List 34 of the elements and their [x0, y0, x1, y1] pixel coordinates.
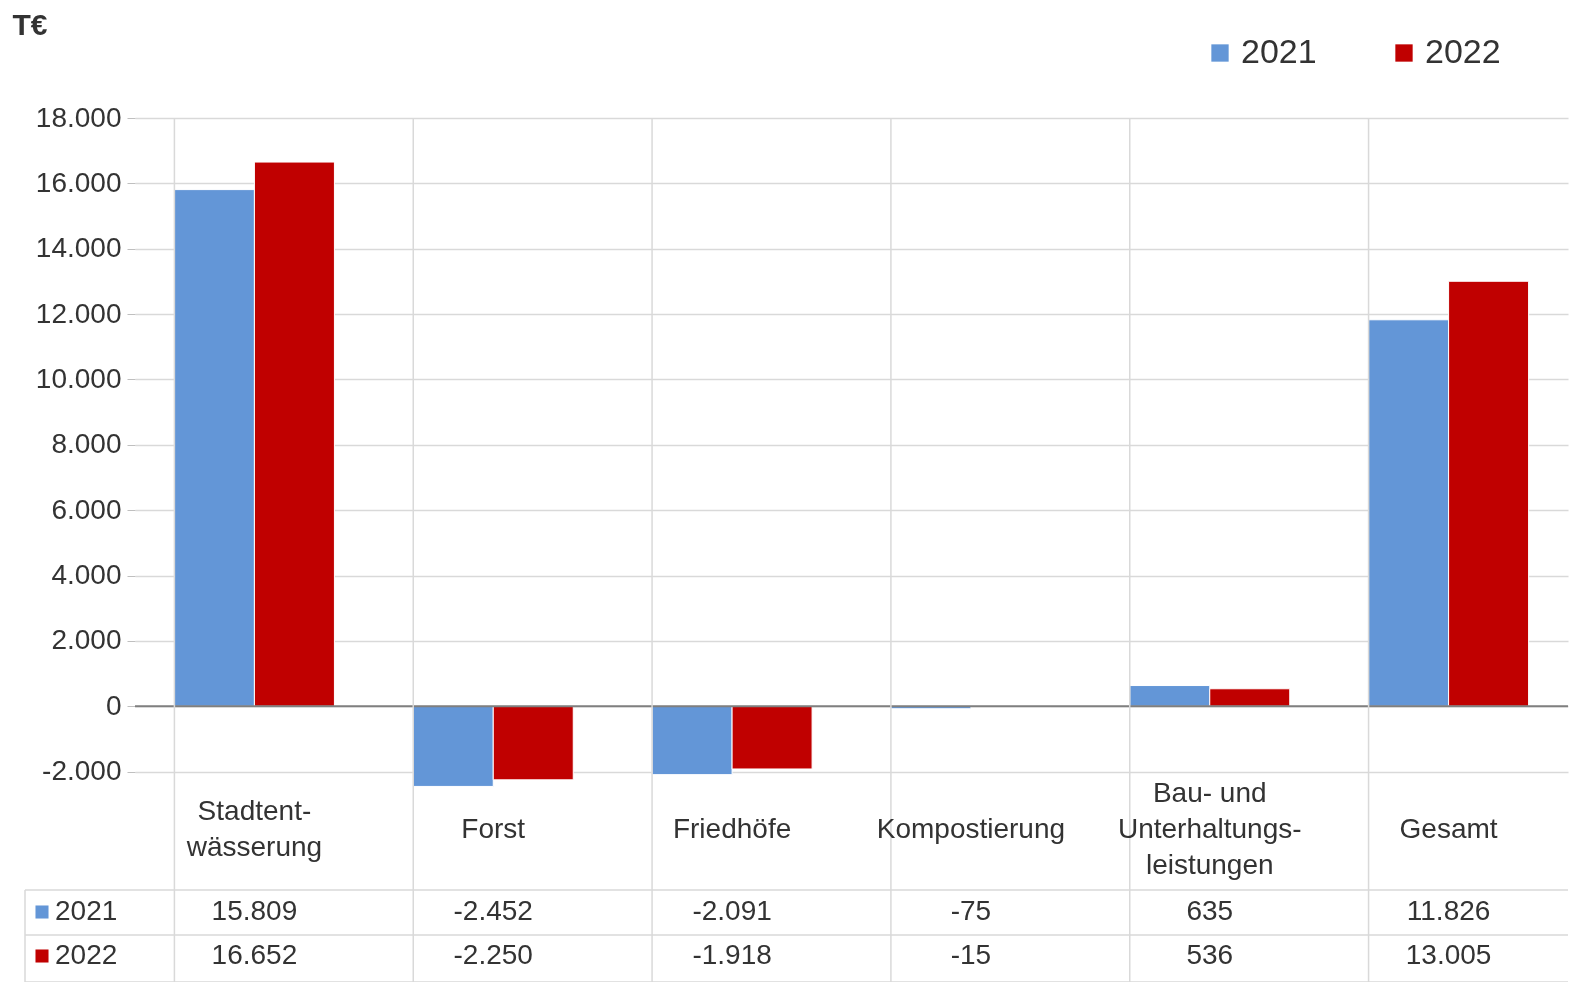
- y-axis-title: T€: [12, 7, 48, 41]
- data-label: 11.826: [1406, 895, 1491, 926]
- x-tick-label: Friedhöfe: [672, 813, 792, 844]
- data-label: -15: [950, 939, 992, 970]
- data-label: -75: [950, 895, 992, 926]
- y-tick-label: 4.000: [51, 559, 122, 591]
- legend-label: 2021: [1241, 32, 1317, 70]
- data-label: -2.250: [453, 939, 533, 970]
- data-label: 536: [1186, 939, 1234, 970]
- y-tick-label: 6.000: [51, 493, 122, 525]
- legend-label: 2022: [1425, 32, 1501, 70]
- data-label: -2.091: [692, 895, 772, 926]
- y-tick-label: 0: [105, 689, 122, 721]
- x-tick-label: Forst: [461, 813, 526, 844]
- y-tick-label: 18.000: [35, 101, 122, 133]
- x-tick-label: Stadtent- wässerung: [185, 795, 323, 862]
- x-tick-label: Kompostierung: [876, 813, 1066, 844]
- data-label: -1.918: [692, 939, 772, 970]
- y-tick-label: 16.000: [35, 166, 122, 198]
- text: 2022: [55, 939, 118, 970]
- y-tick-label: 12.000: [35, 297, 122, 329]
- x-tick-label: Gesamt: [1399, 813, 1498, 844]
- y-tick-label: 10.000: [35, 362, 122, 394]
- y-tick-label: 8.000: [51, 428, 122, 460]
- data-label: 16.652: [211, 939, 298, 970]
- y-tick-label: -2.000: [42, 755, 122, 787]
- x-tick-label: Bau- und Unterhaltungs- leistungen: [1117, 777, 1302, 880]
- text: 2021: [55, 895, 118, 926]
- y-tick-label: 2.000: [51, 624, 122, 656]
- data-label: 13.005: [1405, 939, 1492, 970]
- data-label: 15.809: [211, 895, 298, 926]
- data-label: -2.452: [453, 895, 533, 926]
- data-label: 635: [1186, 895, 1234, 926]
- y-tick-label: 14.000: [35, 232, 122, 264]
